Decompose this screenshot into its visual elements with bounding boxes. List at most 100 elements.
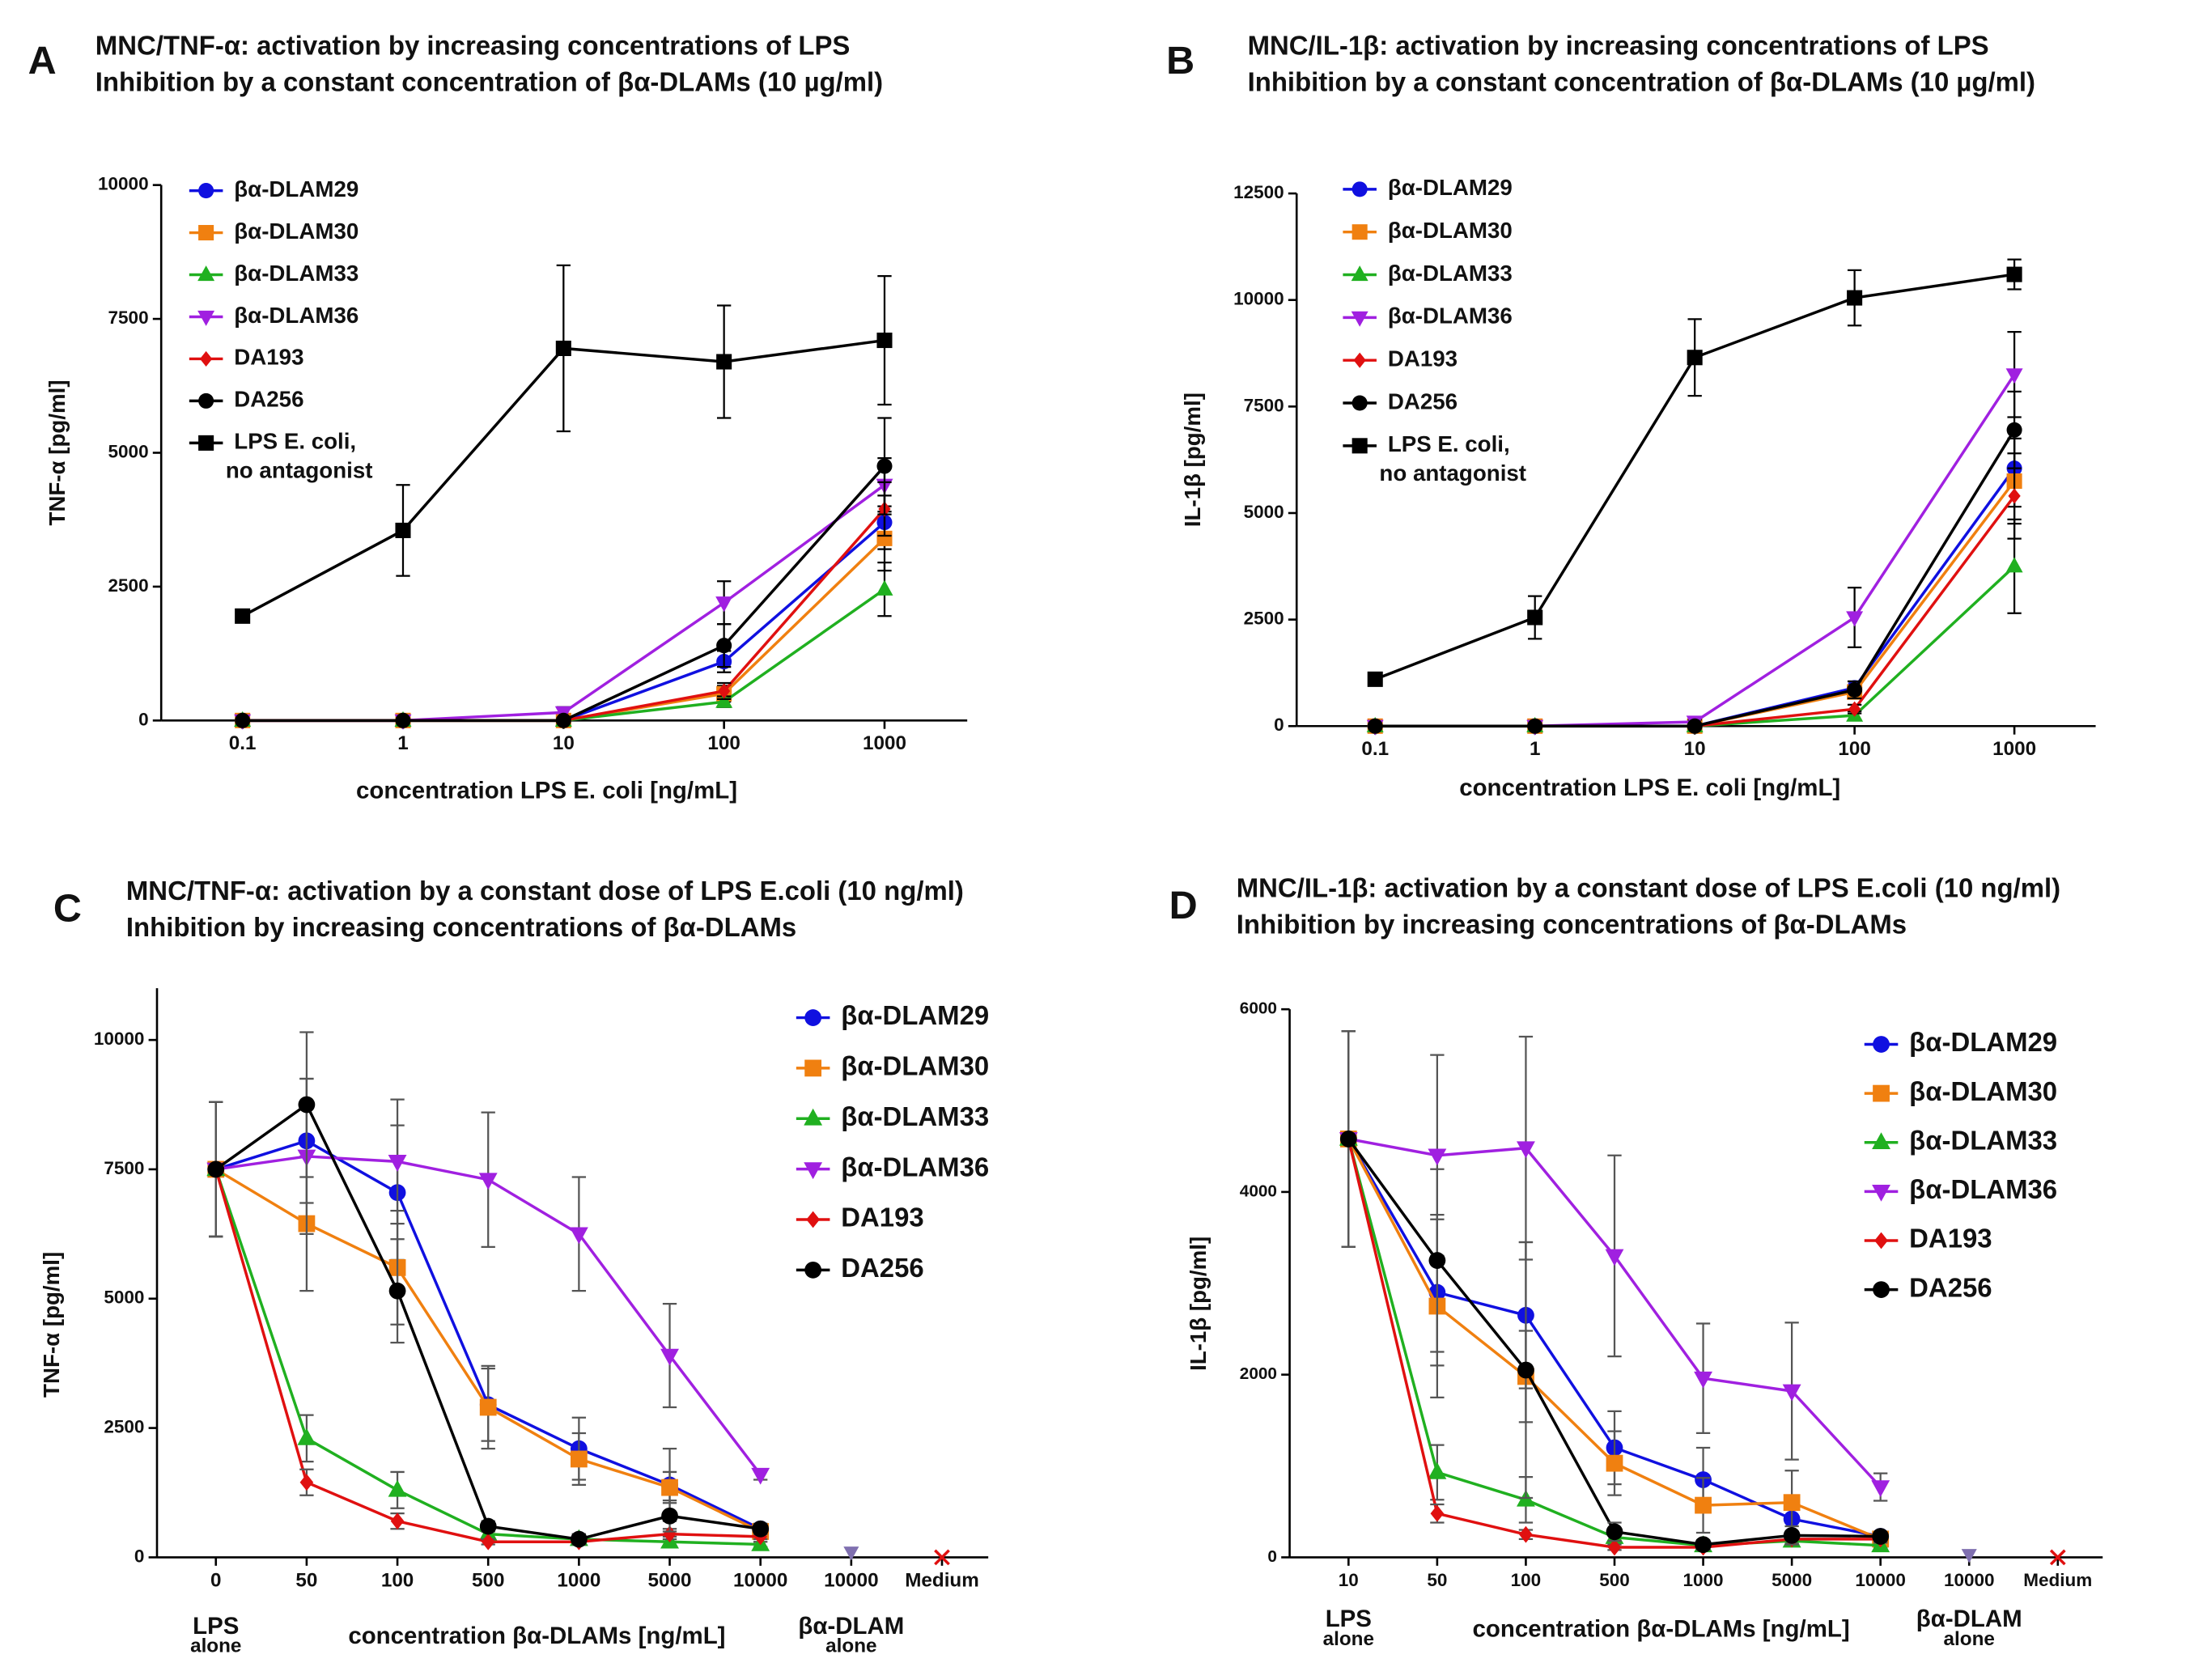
marker <box>1873 1084 1890 1102</box>
marker <box>1782 1384 1801 1402</box>
y-tick-label: 2500 <box>104 1417 144 1437</box>
legend-label: βα-DLAM36 <box>841 1152 989 1182</box>
legend-label: βα-DLAM36 <box>234 303 359 328</box>
marker <box>663 1525 677 1543</box>
y-tick-label: 0 <box>1274 715 1284 735</box>
x-tick-label: 0.1 <box>1361 738 1389 760</box>
legend-label: DA256 <box>234 387 303 412</box>
x-tick-label: 10000 <box>824 1569 878 1591</box>
marker <box>804 1108 823 1126</box>
x-axis-label: concentration βα-DLAMs [ng/mL] <box>348 1623 725 1649</box>
marker <box>388 1282 406 1300</box>
marker <box>1847 290 1863 306</box>
marker <box>806 1211 820 1228</box>
marker <box>1874 1232 1888 1249</box>
marker <box>478 1173 498 1190</box>
marker <box>1351 438 1368 454</box>
series-line <box>242 507 886 723</box>
y-tick-label: 5000 <box>108 441 149 461</box>
marker <box>200 350 213 367</box>
legend-label: DA193 <box>841 1203 923 1232</box>
series-line <box>242 483 886 723</box>
y-tick-label: 2500 <box>1244 609 1284 629</box>
marker <box>661 1478 678 1496</box>
group-label: alone <box>1944 1628 1995 1650</box>
marker <box>804 1059 822 1077</box>
series-line <box>1375 494 2016 728</box>
legend-label: βα-DLAM29 <box>1388 175 1513 200</box>
marker <box>479 1517 497 1535</box>
marker <box>388 1479 407 1497</box>
marker <box>1687 350 1703 366</box>
marker <box>1430 1504 1445 1522</box>
marker <box>1517 1361 1534 1379</box>
marker <box>198 225 214 241</box>
panel-letter: B <box>1166 39 1194 83</box>
chart-title: MNC/TNF-α: activation by a constant dose… <box>126 876 964 906</box>
x-axis-label: concentration βα-DLAMs [ng/mL] <box>1473 1615 1850 1642</box>
x-tick-label: 10 <box>1339 1570 1359 1590</box>
chart-title: Inhibition by increasing concentrations … <box>126 912 796 942</box>
panel-letter: C <box>53 887 82 931</box>
marker <box>197 265 215 282</box>
legend-label: βα-DLAM33 <box>1388 261 1513 286</box>
marker <box>297 1428 316 1445</box>
marker <box>1783 1526 1801 1544</box>
x-tick-label: 10 <box>1684 738 1706 760</box>
marker <box>390 1512 405 1530</box>
group-label: LPS <box>193 1613 239 1640</box>
marker <box>1527 718 1543 734</box>
marker <box>752 1520 770 1538</box>
legend-label: βα-DLAM33 <box>1909 1125 2057 1155</box>
marker <box>569 1227 588 1245</box>
y-axis-label: TNF-α [pg/ml] <box>45 380 70 525</box>
marker <box>570 1530 588 1548</box>
y-tick-label: 10000 <box>98 174 149 194</box>
x-tick-label: 50 <box>295 1569 317 1591</box>
x-axis-label: concentration LPS E. coli [ng/mL] <box>356 777 737 804</box>
marker <box>716 354 732 370</box>
marker <box>1351 181 1368 197</box>
chart-title: MNC/IL-1β: activation by increasing conc… <box>1248 31 1989 61</box>
y-tick-label: 7500 <box>108 308 149 328</box>
y-tick-label: 5000 <box>1244 502 1284 522</box>
x-tick-label: 50 <box>1427 1570 1447 1590</box>
marker <box>876 579 893 596</box>
marker <box>1351 395 1368 411</box>
x-tick-label: 1 <box>1530 738 1541 760</box>
marker <box>2049 1549 2066 1566</box>
x-tick-label: 0 <box>210 1569 221 1591</box>
marker <box>235 608 251 624</box>
marker <box>1872 1185 1890 1202</box>
chart-title: MNC/TNF-α: activation by increasing conc… <box>95 31 851 61</box>
marker <box>1351 311 1368 327</box>
marker <box>715 692 733 708</box>
legend-label: βα-DLAM30 <box>234 218 359 244</box>
marker <box>1847 681 1863 698</box>
legend-label: βα-DLAM33 <box>234 261 359 286</box>
x-tick-label: 10000 <box>733 1569 787 1591</box>
marker <box>481 1533 495 1551</box>
y-tick-label: 7500 <box>104 1158 144 1178</box>
x-tick-label: 10 <box>553 732 575 754</box>
legend-label: DA193 <box>234 345 303 370</box>
marker <box>555 340 571 356</box>
x-tick-label: 5000 <box>648 1569 692 1591</box>
marker <box>395 522 411 538</box>
marker <box>876 458 893 474</box>
marker <box>388 1155 407 1172</box>
x-tick-label: 1000 <box>863 732 906 754</box>
marker <box>479 1398 497 1416</box>
marker <box>198 392 214 409</box>
y-tick-label: 12500 <box>1233 182 1284 202</box>
x-tick-label: 100 <box>1511 1570 1542 1590</box>
x-tick-label: 0.1 <box>229 732 257 754</box>
x-tick-label: 1000 <box>557 1569 600 1591</box>
marker <box>934 1549 950 1566</box>
x-tick-label: 1000 <box>1992 738 2036 760</box>
group-label: alone <box>1323 1628 1374 1650</box>
x-tick-label: 500 <box>472 1569 504 1591</box>
legend-line-1: LPS E. coli, <box>234 429 356 454</box>
marker <box>718 683 731 699</box>
